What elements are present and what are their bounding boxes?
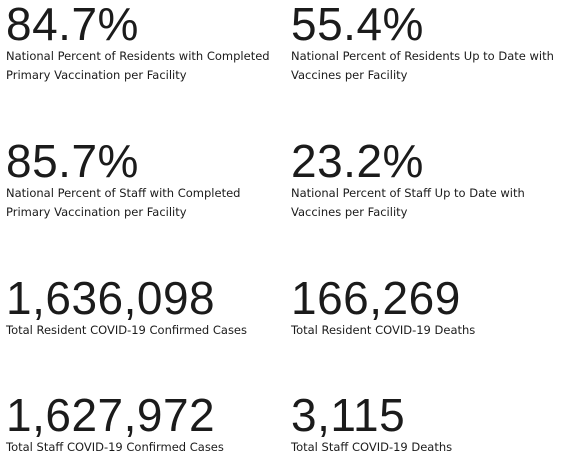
- stat-card: 55.4% National Percent of Residents Up to…: [291, 1, 563, 85]
- stat-label: Total Resident COVID-19 Confirmed Cases: [6, 323, 248, 337]
- stat-value: 3,115: [291, 389, 406, 441]
- stat-card: 166,269 Total Resident COVID-19 Deaths: [291, 275, 563, 340]
- stat-card: 1,636,098 Total Resident COVID-19 Confirm…: [6, 275, 278, 340]
- stat-label: Total Staff COVID-19 Confirmed Cases: [6, 440, 224, 454]
- stat-value: 85.7%: [6, 135, 139, 187]
- stat-card: 84.7% National Percent of Residents with …: [6, 1, 278, 85]
- stat-card: 85.7% National Percent of Staff with Comp…: [6, 138, 278, 222]
- stat-value: 23.2%: [291, 135, 424, 187]
- stat-value: 84.7%: [6, 0, 139, 50]
- stat-label: National Percent of Staff Up to Date wit…: [291, 186, 525, 219]
- stat-card: 1,627,972 Total Staff COVID-19 Confirmed …: [6, 392, 278, 457]
- stat-label: National Percent of Residents Up to Date…: [291, 49, 554, 82]
- stat-card: 3,115 Total Staff COVID-19 Deaths: [291, 392, 563, 457]
- stat-value: 166,269: [291, 272, 461, 324]
- stat-label: National Percent of Staff with Completed…: [6, 186, 241, 219]
- stat-value: 55.4%: [291, 0, 424, 50]
- stat-card: 23.2% National Percent of Staff Up to Dat…: [291, 138, 563, 222]
- stat-label: Total Staff COVID-19 Deaths: [291, 440, 453, 454]
- stat-value: 1,627,972: [6, 389, 216, 441]
- stat-label: National Percent of Residents with Compl…: [6, 49, 270, 82]
- stat-label: Total Resident COVID-19 Deaths: [291, 323, 476, 337]
- stat-value: 1,636,098: [6, 272, 216, 324]
